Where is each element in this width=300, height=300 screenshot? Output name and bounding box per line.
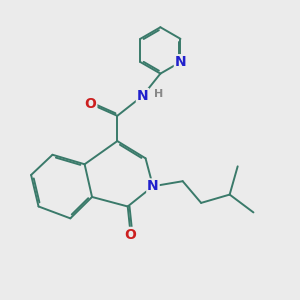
Text: O: O <box>85 97 97 111</box>
Text: N: N <box>147 179 159 193</box>
Text: H: H <box>154 88 163 98</box>
Text: N: N <box>175 55 186 69</box>
Text: O: O <box>125 228 136 242</box>
Text: N: N <box>137 89 148 103</box>
